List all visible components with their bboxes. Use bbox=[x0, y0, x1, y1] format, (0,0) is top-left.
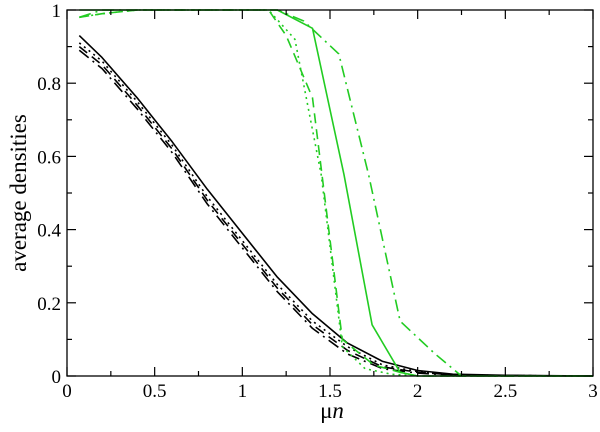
y-tick-label: 0.8 bbox=[37, 74, 61, 95]
x-tick-label: 0 bbox=[62, 381, 72, 402]
series-line-1 bbox=[78, 35, 594, 377]
x-axis-label-n: n bbox=[332, 398, 344, 423]
x-tick-label: 2.5 bbox=[493, 381, 517, 402]
series-line-6 bbox=[79, 9, 593, 377]
x-axis-label: μn bbox=[320, 398, 344, 423]
y-axis-label: average densities bbox=[6, 114, 31, 272]
x-tick-label: 0.5 bbox=[143, 381, 167, 402]
y-tick-label: 0.4 bbox=[37, 221, 61, 242]
series-line-2 bbox=[78, 42, 594, 377]
x-axis-label-mu: μ bbox=[320, 398, 332, 423]
series-layer bbox=[78, 9, 594, 377]
y-tick-label: 0.2 bbox=[37, 294, 61, 315]
tick-layer: 0 0.5 1 1.5 2 2.5 3 0 0.2 0.4 0.6 0.8 1 bbox=[37, 1, 598, 402]
series-line-7 bbox=[79, 9, 593, 377]
plot-frame bbox=[66, 9, 594, 377]
x-tick-label: 2 bbox=[413, 381, 423, 402]
y-tick-label: 1 bbox=[52, 1, 62, 22]
series-line-4 bbox=[78, 49, 594, 377]
x-tick-label: 3 bbox=[588, 381, 598, 402]
x-tick-label: 1 bbox=[238, 381, 248, 402]
series-line-3 bbox=[78, 45, 594, 377]
series-line-8 bbox=[79, 9, 593, 377]
y-tick-label: 0 bbox=[52, 367, 62, 388]
y-tick-label: 0.6 bbox=[37, 147, 61, 168]
series-line-5 bbox=[79, 9, 593, 377]
x-tick-label: 1.5 bbox=[318, 381, 342, 402]
